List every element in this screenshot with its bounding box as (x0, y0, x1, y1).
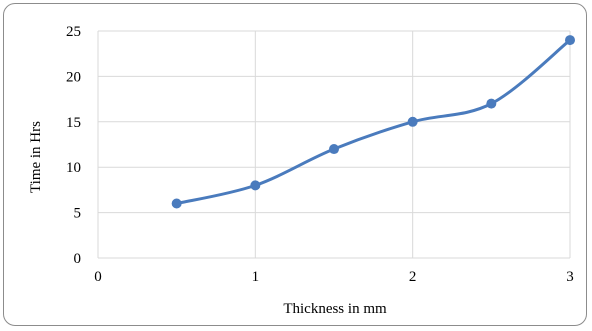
x-tick-label: 0 (94, 269, 102, 285)
data-point-marker (565, 35, 575, 46)
y-tick-label: 10 (66, 160, 81, 176)
grid-lines (97, 30, 571, 259)
x-axis-title: Thickness in mm (283, 301, 387, 317)
y-axis-title: Time in Hrs (28, 121, 44, 193)
x-tick-label: 2 (409, 269, 417, 285)
data-point-marker (250, 180, 261, 191)
y-tick-label: 15 (66, 115, 81, 131)
data-point-marker (407, 116, 418, 127)
data-point-marker (329, 144, 339, 155)
y-tick-label: 20 (66, 69, 81, 85)
data-point-marker (486, 98, 497, 109)
y-tick-label: 5 (74, 206, 82, 222)
x-tick-label: 1 (252, 269, 260, 285)
data-point-marker (171, 198, 182, 209)
x-tick-label: 3 (566, 269, 574, 285)
y-tick-label: 25 (66, 24, 81, 40)
series-layer (171, 35, 575, 209)
chart-frame (3, 3, 587, 326)
series-line (175, 38, 572, 206)
y-tick-label: 0 (74, 251, 82, 267)
tick-labels: 0 1 2 3 0 5 10 15 20 25 (66, 24, 574, 285)
